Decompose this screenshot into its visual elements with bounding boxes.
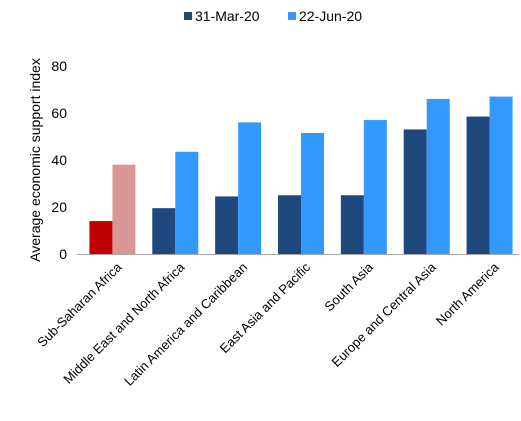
x-category-label: Europe and Central Asia <box>329 259 440 370</box>
legend-label-1: 31-Mar-20 <box>195 8 260 24</box>
legend-label-2: 22-Jun-20 <box>299 8 362 24</box>
y-tick-label: 20 <box>51 199 67 215</box>
bar-2-6 <box>427 99 450 254</box>
bar-2-5 <box>364 120 387 254</box>
bar-1-1 <box>89 221 112 254</box>
y-tick-label: 0 <box>59 246 67 262</box>
legend-swatch-1 <box>184 12 192 20</box>
bar-1-4 <box>278 195 301 254</box>
y-tick-label: 40 <box>51 152 67 168</box>
x-category-label: North America <box>433 259 502 328</box>
x-category-label: South Asia <box>321 259 376 314</box>
x-category-label: Middle East and North Africa <box>60 259 188 387</box>
bar-1-2 <box>152 208 175 254</box>
bar-2-2 <box>175 152 198 254</box>
legend-swatch-2 <box>288 12 296 20</box>
bar-2-4 <box>301 133 324 254</box>
y-tick-label: 80 <box>51 58 67 74</box>
x-category-label: Latin America and Caribbean <box>121 260 250 389</box>
y-tick-label: 60 <box>51 105 67 121</box>
bars <box>89 97 512 254</box>
bar-1-6 <box>404 129 427 254</box>
bar-1-7 <box>467 117 490 254</box>
y-axis-ticks: 0 20 40 60 80 <box>51 58 67 262</box>
bar-2-1 <box>112 165 135 254</box>
legend: 31-Mar-20 22-Jun-20 <box>184 8 362 24</box>
bar-1-5 <box>341 195 364 254</box>
bar-2-3 <box>238 122 261 254</box>
bar-1-3 <box>215 196 238 254</box>
y-axis-title: Average economic support index <box>27 58 43 262</box>
bar-2-7 <box>490 97 513 254</box>
